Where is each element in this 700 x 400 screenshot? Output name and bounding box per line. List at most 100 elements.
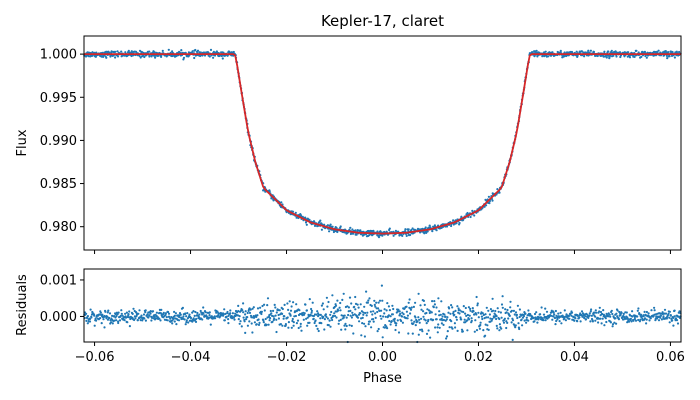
residual-point [576,320,579,323]
flux-model-curve [84,53,681,235]
residual-point [496,307,499,310]
residual-point [310,307,313,311]
residual-point [533,312,537,316]
flux-data-point [426,230,429,233]
residual-point [85,312,88,315]
residual-point [487,328,490,331]
residual-point [611,312,614,316]
residual-point [244,313,247,316]
residual-point [457,307,460,310]
residual-point [453,322,456,325]
residual-point [98,313,101,316]
x-tick-label: −0.04 [171,350,211,365]
residual-point [393,317,396,320]
residual-point [124,316,128,319]
flux-data-point [473,214,476,217]
residual-point [491,297,494,300]
residual-point [100,322,103,325]
residual-point [468,318,471,321]
flux-data-point [291,210,295,213]
residual-point [267,323,270,326]
residual-point [433,300,436,303]
residual-point [559,311,562,314]
residual-point [134,317,137,320]
residual-point [88,320,92,323]
residual-point [454,326,457,329]
residual-point [525,316,528,319]
residual-point [123,319,126,322]
residual-point [240,325,243,328]
residual-point [570,314,573,317]
residual-point [184,323,187,326]
residual-point [94,317,97,320]
residual-point [382,315,385,318]
residual-point [315,313,318,316]
residual-point [272,309,275,312]
flux-data-point [496,188,499,191]
residual-point [308,321,311,324]
residual-point [338,319,341,322]
residual-point [339,309,342,312]
residual-point [388,309,391,312]
residual-point [674,317,678,320]
residual-point [305,317,308,320]
x-tick-label: 0.00 [368,350,397,365]
residual-point [515,313,519,316]
residual-point [373,303,376,306]
residual-point [275,318,278,321]
flux-data-point [355,233,358,236]
residual-point [351,311,354,314]
residual-point [340,328,343,331]
flux-data-point [120,50,123,53]
flux-data-point [535,49,538,52]
residual-point [453,313,456,316]
flux-data-point [127,49,130,53]
residual-point [322,315,325,319]
residual-point [333,312,336,315]
flux-data-point [536,55,539,58]
residual-point [628,314,632,317]
residual-point [191,320,194,323]
residual-point [637,307,640,310]
residual-point [645,322,648,325]
residual-point [186,312,189,315]
residual-point [93,314,96,317]
flux-data-point [485,204,488,207]
residual-point [664,312,668,315]
residual-point [299,312,302,316]
residual-point [110,321,113,324]
residual-point [202,306,205,309]
chart-title: Kepler-17, claret [321,12,444,30]
residual-point [312,317,315,320]
residual-point [455,316,458,319]
residual-point [406,317,409,320]
flux-data-point [381,234,384,237]
residual-point [201,318,204,321]
residual-point [166,319,169,322]
residual-point [489,308,492,311]
x-tick-label: 0.06 [656,350,685,365]
residual-point [590,314,594,317]
residual-point [154,317,157,320]
flux-data-point [667,51,670,54]
residual-point [244,331,247,334]
residual-point [676,322,680,325]
residual-point [328,319,331,322]
residual-point [544,307,547,310]
residual-point [387,314,390,317]
residual-point [248,320,251,323]
residual-point [131,312,134,315]
residual-point [380,284,383,287]
residual-point [248,311,252,314]
residual-point [287,321,290,324]
flux-data-point [559,49,562,53]
residual-point [432,306,435,309]
residual-point [171,319,174,322]
residual-point [460,318,463,321]
residual-point [668,321,671,324]
residual-point [518,308,522,311]
residual-point [378,309,381,312]
residual-point [615,322,618,325]
residual-point [675,319,679,322]
flux-data-point [208,55,211,58]
